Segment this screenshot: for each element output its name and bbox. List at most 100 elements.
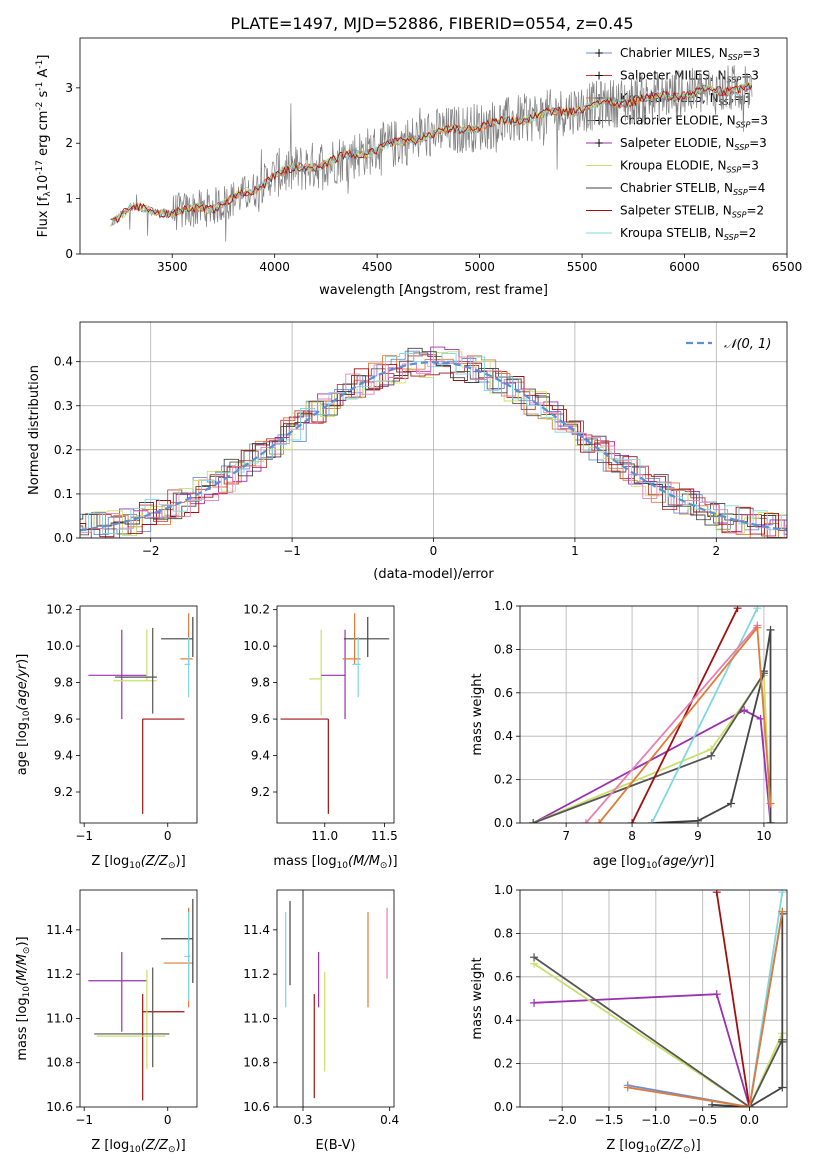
weight_vs_Z-ytick-label: 0.2	[494, 1057, 513, 1071]
age_vs_mass-plot	[280, 613, 390, 814]
weight-marker	[628, 819, 637, 823]
age_vs_mass-ytick-label: 9.6	[251, 712, 270, 726]
axis-label-sub2: ⊙	[380, 861, 388, 871]
spectrum-ytick-label: 2	[65, 136, 73, 150]
legend-text: Chabrier MILES, N	[620, 46, 728, 60]
mass_vs_ebv-ytick-label: 10.8	[243, 1056, 270, 1070]
age_vs_Z-ytick-label: 9.2	[54, 785, 73, 799]
legend-sub: SSP	[727, 76, 742, 85]
age_vs_Z-ytick-label: 10.2	[46, 603, 73, 617]
weight-marker	[778, 1037, 787, 1046]
weight-marker	[712, 890, 721, 897]
weight-marker	[595, 819, 604, 823]
weight_vs_age-ytick-label: 0.8	[494, 642, 513, 656]
axis-label-close: )]	[176, 854, 186, 869]
weight-marker	[778, 907, 787, 916]
weight_vs_age-ytick-label: 1.0	[494, 599, 513, 613]
weight-marker	[745, 1103, 754, 1107]
hist-salpeter_stelib	[80, 362, 787, 538]
spectrum-xtick-label: 4000	[259, 260, 290, 274]
spectrum-ylabel-part: Flux [f	[36, 196, 51, 237]
axis-label-inner: (Z/Z	[141, 854, 169, 869]
residuals-ytick-label: 0.3	[54, 399, 73, 413]
legend-sub: SSP	[734, 143, 749, 152]
spectrum-model-salpeter_stelib	[110, 82, 753, 224]
residuals-xlabel: (data-model)/error	[373, 567, 494, 582]
age_vs_Z-xtick-label: 0	[164, 829, 172, 843]
residuals-xtick-label: 1	[571, 544, 579, 558]
mass_vs_ebv-axes: 0.3 0.4 10.6 10.8 11.0 11.2 11.4 E(B-V)	[243, 923, 399, 1153]
axis-label-inner: (Z/Z	[656, 1138, 684, 1153]
axis-label: Z [log10(Z/Z⊙)]	[91, 1138, 185, 1155]
age_vs_mass-ytick-label: 10.2	[243, 603, 270, 617]
weight-marker	[766, 819, 775, 823]
legend-label: Chabrier STELIB, NSSP=4	[620, 181, 765, 197]
weight-marker	[581, 819, 590, 823]
weight-marker	[712, 990, 721, 999]
mass_vs_ebv-ytick-label: 11.0	[243, 1011, 270, 1025]
weight-line-chabrier_stelib	[712, 913, 784, 1107]
legend-text: Kroupa ELODIE, N	[620, 159, 727, 173]
axis-label-inner: (age/yr	[657, 854, 705, 869]
residuals-xtick-label: −2	[142, 544, 160, 558]
weight-marker	[766, 799, 775, 808]
hist-salpeter_elodie	[80, 346, 787, 538]
weight-marker	[530, 998, 539, 1007]
age_vs_mass-ytick-label: 9.4	[251, 749, 270, 763]
legend-marker: +	[594, 114, 604, 128]
spectrum-data-line	[110, 65, 753, 242]
age_vs_Z-frame	[79, 605, 198, 824]
axis-label-text: Z [log	[606, 1138, 644, 1153]
spectrum-ylabel-part: λ	[43, 191, 53, 197]
legend-nssp: =2	[739, 226, 757, 240]
residuals-ytick-label: 0.1	[54, 487, 73, 501]
weight-marker	[778, 1083, 787, 1092]
weight-line-salpeter_stelib	[715, 892, 751, 1107]
age_vs_Z-xtick-label: −1	[75, 829, 93, 843]
mass_vs_Z-xtick-label: −1	[75, 1113, 93, 1127]
age_vs_Z-axes: −1 09.29.49.69.810.010.2Z [log10(Z/Z⊙)]ag…	[15, 603, 186, 871]
age_vs_Z-ytick-label: 9.6	[54, 712, 73, 726]
axis-label-sub: 10	[22, 986, 32, 998]
axis-label-close: )]	[691, 1138, 701, 1153]
spectrum-ytick-label: 0	[65, 247, 73, 261]
spectrum-xtick-label: 5000	[464, 260, 495, 274]
mass_vs_Z-plot	[88, 898, 194, 1101]
spectrum-xlabel: wavelength [Angstrom, rest frame]	[319, 283, 548, 298]
axis-label-sub2: ⊙	[168, 861, 176, 871]
age_vs_mass-ytick-label: 9.8	[251, 676, 270, 690]
weight-marker	[766, 625, 775, 634]
weight_vs_Z-ytick-label: 0.6	[494, 970, 513, 984]
spectrum-ylabel-part: -1	[35, 60, 45, 69]
legend-marker: +	[594, 136, 604, 150]
spectrum-ylabel-part: erg cm	[36, 111, 51, 160]
weight-line-salpeter_elodie	[532, 709, 772, 823]
normal-curve	[80, 360, 787, 532]
legend-text: Salpeter STELIB, N	[620, 204, 732, 218]
axis-label-text: mass [log	[273, 854, 336, 869]
figure-title: PLATE=1497, MJD=52886, FIBERID=0554, z=0…	[230, 14, 633, 33]
weight-marker	[753, 623, 762, 632]
axis-label-sub: 10	[646, 861, 658, 871]
axis-label: Z [log10(Z/Z⊙)]	[91, 854, 185, 871]
spectrum-ylabel-part: s	[36, 90, 51, 101]
age_vs_mass-ytick-label: 9.2	[251, 785, 270, 799]
weight-marker	[707, 751, 716, 760]
spectrum-ylabel: Flux [fλ10-17 erg cm-2 s-1 A-1]	[35, 55, 53, 238]
weight_vs_age-ytick-label: 0.6	[494, 686, 513, 700]
mass_vs_Z-frame	[79, 889, 198, 1108]
legend-nssp: =3	[749, 136, 767, 150]
weight_vs_Z-ytick-label: 1.0	[494, 883, 513, 897]
legend-nssp: =3	[741, 159, 759, 173]
residuals-ytick-label: 0.0	[54, 531, 73, 545]
mass_vs_Z-ytick-label: 11.4	[46, 923, 73, 937]
weight_vs_Z-xtick-label: −1.5	[594, 1113, 623, 1127]
mass_vs_ebv-xlabel: E(B-V)	[315, 1138, 355, 1153]
axis-label-sub2: ⊙	[683, 1145, 691, 1155]
weight_vs_Z-ylabel: mass weight	[470, 957, 485, 1039]
weight_vs_Z-ytick-label: 0.0	[494, 1100, 513, 1114]
axis-label: mass [log10(M/M⊙)]	[273, 854, 397, 871]
weight-line-salpeter_stelib	[631, 607, 739, 823]
axis-label-sub: 10	[22, 710, 32, 722]
weight-line-kroupa_stelib	[651, 607, 759, 823]
